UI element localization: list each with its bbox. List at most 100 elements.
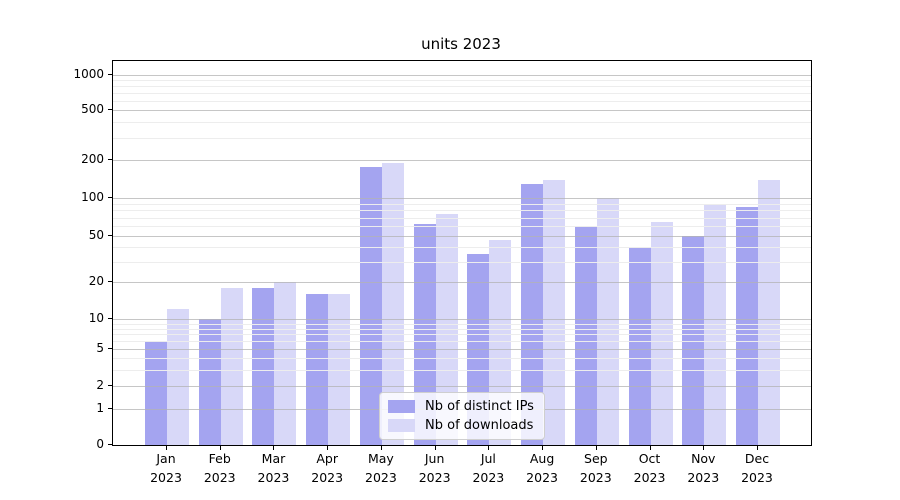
x-tick-mark (434, 445, 436, 450)
bar-feb-ips (198, 319, 221, 445)
legend-item-distinct-ips: Nb of distinct IPs (388, 399, 534, 414)
bar-aug-downloads (543, 179, 566, 445)
gridline-minor (113, 324, 811, 325)
x-tick-label-jul: Jul 2023 (472, 451, 505, 485)
legend-swatch-downloads (388, 419, 415, 432)
bar-mar-ips (252, 287, 275, 445)
bar-dec-ips (735, 206, 758, 445)
y-tick-mark (108, 235, 112, 236)
x-tick-label-feb: Feb 2023 (203, 451, 236, 485)
x-tick-label-jun: Jun 2023 (418, 451, 451, 485)
y-tick-mark (108, 74, 112, 75)
x-tick-mark (327, 445, 329, 450)
x-tick-label-dec: Dec 2023 (741, 451, 773, 485)
x-tick-label-aug: Aug 2023 (526, 451, 558, 485)
x-tick-label-jan: Jan 2023 (150, 451, 182, 485)
x-tick-mark (380, 445, 382, 450)
gridline-major (113, 160, 811, 161)
gridline-minor (113, 262, 811, 263)
x-tick-label-apr: Apr 2023 (311, 451, 344, 485)
y-tick-label: 1000 (73, 67, 104, 81)
y-tick-label: 1 (96, 401, 104, 415)
gridline-major (113, 386, 811, 387)
gridline-minor (113, 341, 811, 342)
legend-swatch-distinct-ips (388, 400, 415, 413)
y-tick-mark (108, 385, 112, 386)
gridline-minor (113, 334, 811, 335)
y-tick-label: 200 (81, 152, 104, 166)
x-tick-mark (703, 445, 705, 450)
legend-label-downloads: Nb of downloads (425, 418, 534, 433)
gridline-minor (113, 93, 811, 94)
legend-label-distinct-ips: Nb of distinct IPs (425, 399, 534, 414)
y-tick-label: 5 (96, 341, 104, 355)
bar-jan-ips (145, 341, 167, 445)
x-tick-label-sep: Sep 2023 (579, 451, 612, 485)
bar-sep-downloads (596, 198, 619, 445)
x-tick-mark (219, 445, 221, 450)
gridline-minor (113, 370, 811, 371)
gridline-major (113, 236, 811, 237)
x-tick-label-oct: Oct 2023 (633, 451, 666, 485)
gridline-major (113, 349, 811, 350)
gridline-minor (113, 204, 811, 205)
bar-feb-downloads (220, 287, 243, 445)
legend: Nb of distinct IPs Nb of downloads (379, 392, 545, 440)
legend-item-downloads: Nb of downloads (388, 418, 534, 433)
y-tick-mark (108, 281, 112, 282)
x-tick-mark (756, 445, 758, 450)
bar-dec-downloads (757, 179, 780, 445)
gridline-minor (113, 210, 811, 211)
x-tick-mark (488, 445, 490, 450)
y-tick-label: 100 (81, 190, 104, 204)
gridline-minor (113, 138, 811, 139)
bar-mar-downloads (274, 282, 297, 445)
y-tick-mark (108, 318, 112, 319)
y-tick-label: 10 (88, 311, 104, 325)
x-tick-label-nov: Nov 2023 (687, 451, 720, 485)
gridline-minor (113, 329, 811, 330)
gridline-minor (113, 226, 811, 227)
y-tick-label: 20 (88, 274, 104, 288)
gridline-major (113, 319, 811, 320)
y-tick-mark (108, 109, 112, 110)
bar-nov-ips (682, 236, 705, 445)
y-tick-label: 50 (88, 228, 104, 242)
plot-area: Nb of distinct IPs Nb of downloads (112, 60, 812, 446)
x-tick-mark (273, 445, 275, 450)
gridline-major (113, 110, 811, 111)
bar-may-downloads (381, 162, 404, 445)
y-tick-mark (108, 159, 112, 160)
bar-sep-ips (574, 226, 597, 445)
y-tick-mark (108, 444, 112, 445)
gridline-minor (113, 218, 811, 219)
x-tick-mark (166, 445, 167, 450)
bar-aug-ips (521, 183, 544, 445)
x-tick-mark (595, 445, 597, 450)
x-tick-mark (542, 445, 544, 450)
gridline-minor (113, 358, 811, 359)
x-tick-mark (649, 445, 651, 450)
bar-apr-ips (306, 293, 329, 445)
y-tick-label: 0 (96, 437, 104, 451)
bar-oct-ips (628, 247, 651, 445)
gridline-minor (113, 122, 811, 123)
gridline-major (113, 75, 811, 76)
y-tick-mark (108, 197, 112, 198)
x-tick-label-mar: Mar 2023 (257, 451, 290, 485)
y-tick-mark (108, 408, 112, 409)
y-tick-mark (108, 348, 112, 349)
gridline-minor (113, 247, 811, 248)
bar-oct-downloads (650, 221, 673, 445)
y-tick-label: 2 (96, 378, 104, 392)
gridline-major (113, 282, 811, 283)
chart-title: units 2023 (421, 35, 501, 53)
bar-jan-downloads (167, 309, 189, 445)
gridline-minor (113, 86, 811, 87)
x-tick-label-may: May 2023 (365, 451, 397, 485)
gridline-minor (113, 101, 811, 102)
gridline-minor (113, 80, 811, 81)
bar-apr-downloads (328, 293, 351, 445)
y-tick-label: 500 (81, 102, 104, 116)
